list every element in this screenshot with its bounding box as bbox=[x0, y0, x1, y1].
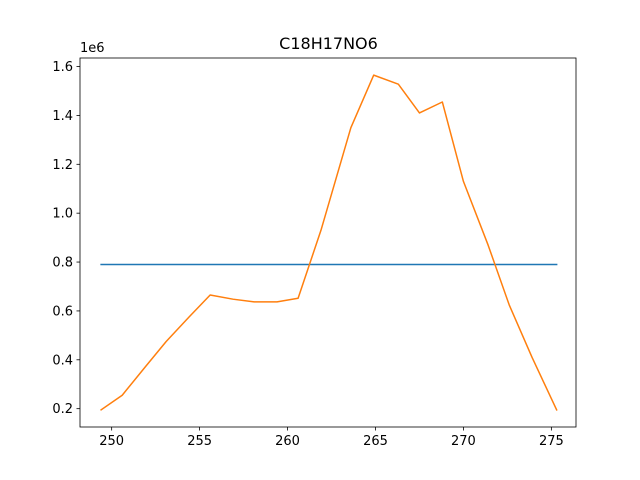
x-tick-label: 275 bbox=[539, 434, 564, 449]
y-tick-label: 1.0 bbox=[52, 207, 73, 222]
y-tick-label: 1.2 bbox=[52, 158, 73, 173]
axes-frame bbox=[79, 57, 577, 428]
chart-title: C18H17NO6 bbox=[279, 34, 378, 53]
x-tick-label: 255 bbox=[187, 434, 212, 449]
y-tick-label: 0.4 bbox=[52, 353, 73, 368]
y-tick-label: 0.8 bbox=[52, 256, 73, 271]
y-tick-label: 0.6 bbox=[52, 304, 73, 319]
x-tick-label: 260 bbox=[275, 434, 300, 449]
series-line-1 bbox=[100, 74, 558, 411]
y-axis-offset-label: 1e6 bbox=[80, 41, 105, 56]
x-tick-label: 270 bbox=[451, 434, 476, 449]
y-tick-label: 0.2 bbox=[52, 402, 73, 417]
x-tick-label: 265 bbox=[363, 434, 388, 449]
y-tick-label: 1.6 bbox=[52, 60, 73, 75]
y-tick-label: 1.4 bbox=[52, 109, 73, 124]
plot-area: 250 255 260 265 270 275 0.2 0.4 0.6 0.8 1.0 1.2 1.4 1… bbox=[52, 57, 577, 449]
x-tick-label: 250 bbox=[99, 434, 124, 449]
